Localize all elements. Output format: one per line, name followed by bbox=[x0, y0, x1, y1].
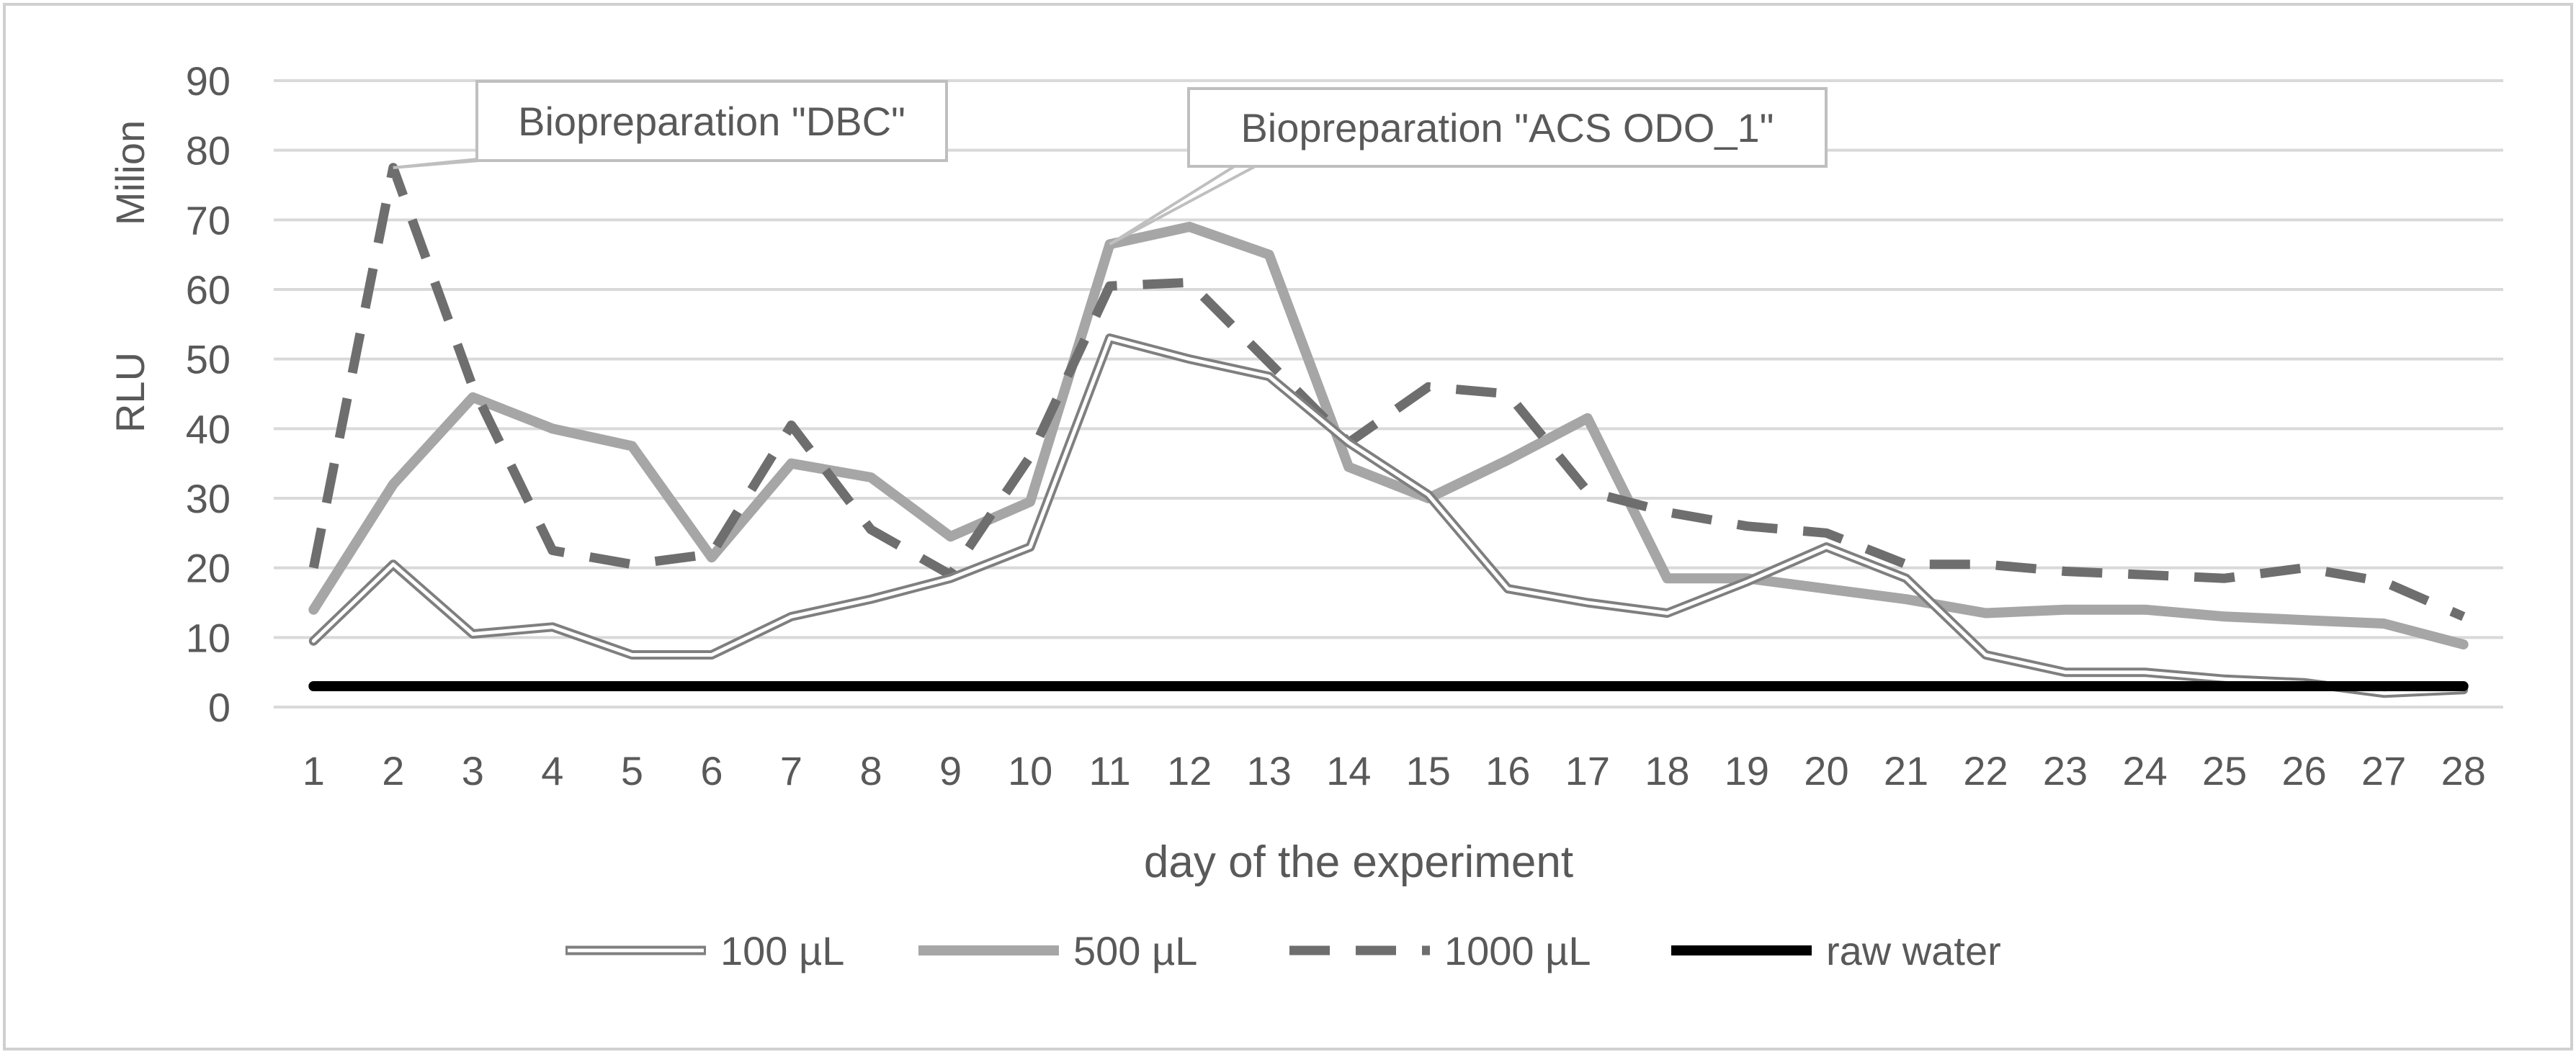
x-tick-label: 4 bbox=[541, 748, 563, 793]
y-tick-label: 20 bbox=[186, 546, 231, 591]
x-tick-label: 13 bbox=[1247, 748, 1292, 793]
x-tick-label: 24 bbox=[2122, 748, 2167, 793]
legend-label: 500 µL bbox=[1073, 928, 1197, 973]
y-tick-label: 40 bbox=[186, 406, 231, 451]
x-axis-label: day of the experiment bbox=[1144, 837, 1573, 887]
x-tick-label: 10 bbox=[1008, 748, 1052, 793]
x-tick-label: 27 bbox=[2361, 748, 2406, 793]
series-lines bbox=[308, 163, 2469, 698]
annotation-box bbox=[1187, 87, 1828, 168]
series-line-500-l bbox=[308, 222, 2469, 649]
x-tick-label: 18 bbox=[1645, 748, 1689, 793]
x-tick-label: 16 bbox=[1485, 748, 1530, 793]
annotation-label: Biopreparation "ACS ODO_1" bbox=[1240, 105, 1774, 150]
x-tick-label: 19 bbox=[1725, 748, 1769, 793]
y-axis-label: RLU bbox=[107, 352, 153, 433]
chart-frame bbox=[3, 3, 2573, 1051]
y-tick-label: 0 bbox=[208, 685, 231, 730]
x-tick-label: 5 bbox=[621, 748, 643, 793]
y-tick-label: 70 bbox=[186, 197, 231, 243]
y-axis-ticks: 0 10 20 30 40 50 60 70 80 90 bbox=[186, 58, 231, 730]
annotation-label: Biopreparation "DBC" bbox=[518, 99, 905, 144]
annotations: Biopreparation "DBC" Biopreparation "ACS … bbox=[393, 80, 1828, 246]
x-tick-label: 7 bbox=[780, 748, 802, 793]
x-tick-label: 17 bbox=[1565, 748, 1610, 793]
x-tick-label: 12 bbox=[1167, 748, 1212, 793]
series-line-inner-100-l bbox=[311, 336, 2466, 696]
x-tick-label: 25 bbox=[2202, 748, 2247, 793]
legend-label: 1000 µL bbox=[1444, 928, 1591, 973]
x-tick-label: 9 bbox=[939, 748, 962, 793]
y-tick-label: 10 bbox=[186, 615, 231, 660]
x-tick-label: 1 bbox=[303, 748, 325, 793]
y-tick-label: 50 bbox=[186, 337, 231, 382]
legend-label: raw water bbox=[1826, 928, 2001, 973]
x-tick-label: 8 bbox=[859, 748, 882, 793]
x-axis-ticks: 1 2 3 4 5 6 7 8 9 10 11 12 13 14 15 16 17 18 19 20 21 22 23 24 2… bbox=[303, 748, 2486, 793]
x-tick-label: 23 bbox=[2043, 748, 2088, 793]
x-tick-label: 28 bbox=[2441, 748, 2486, 793]
y-tick-label: 80 bbox=[186, 128, 231, 174]
x-tick-label: 3 bbox=[462, 748, 484, 793]
x-tick-label: 14 bbox=[1326, 748, 1371, 793]
x-tick-label: 11 bbox=[1089, 748, 1131, 793]
series-line-1000-l bbox=[308, 163, 2466, 621]
y-axis-unit: Milion bbox=[107, 120, 153, 225]
x-tick-label: 20 bbox=[1804, 748, 1848, 793]
annotation-leader bbox=[1109, 162, 1261, 246]
legend-label: 100 µL bbox=[720, 928, 844, 973]
x-tick-label: 26 bbox=[2282, 748, 2327, 793]
annotation-box bbox=[475, 80, 948, 162]
legend: 100 µL 500 µL 1000 µL raw water bbox=[565, 928, 2001, 973]
y-tick-label: 60 bbox=[186, 267, 231, 312]
x-tick-label: 2 bbox=[382, 748, 404, 793]
y-tick-label: 30 bbox=[186, 476, 231, 521]
y-tick-label: 90 bbox=[186, 58, 231, 104]
x-tick-label: 6 bbox=[700, 748, 723, 793]
x-tick-label: 15 bbox=[1406, 748, 1451, 793]
x-tick-label: 22 bbox=[1963, 748, 2008, 793]
annotation-leader bbox=[1109, 162, 1240, 246]
x-tick-label: 21 bbox=[1884, 748, 1928, 793]
